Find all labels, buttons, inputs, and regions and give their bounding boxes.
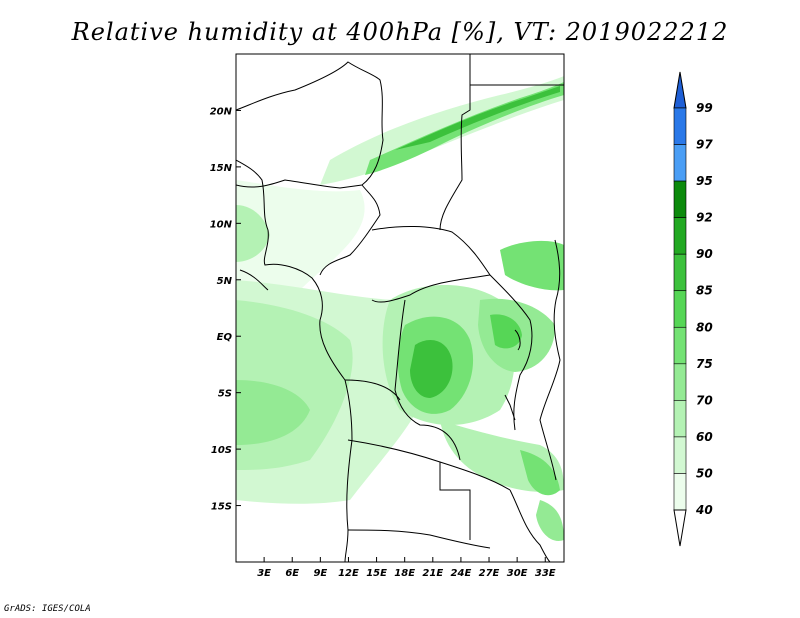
humidity-west-inner [236, 205, 270, 262]
lat-tick-label: 10N [210, 219, 233, 230]
lon-tick-label: 9E [313, 568, 327, 579]
colorbar-segment [673, 217, 687, 255]
humidity-west [236, 180, 365, 299]
lat-tick-label: 5N [217, 276, 233, 287]
lon-tick-label: 21E [422, 568, 443, 579]
colorbar-label: 70 [696, 393, 713, 407]
colorbar-label: 50 [696, 466, 713, 480]
lon-tick-label: 15E [366, 568, 387, 579]
colorbar-bottom-arrow [673, 509, 687, 547]
colorbar-label: 75 [696, 357, 713, 371]
lat-tick-label: EQ [217, 332, 233, 343]
colorbar-label: 40 [695, 503, 713, 517]
longitude-axis: 3E 6E 9E 12E 15E 18E 21E 24E 27E 30E 33E [257, 557, 556, 579]
colorbar-segment [673, 436, 687, 474]
humidity-central-core [410, 340, 453, 398]
grads-credit: GrADS: IGES/COLA [4, 604, 91, 614]
colorbar-segment [673, 180, 687, 218]
lon-tick-label: 27E [479, 568, 500, 579]
lon-tick-label: 12E [338, 568, 359, 579]
colorbar-label: 92 [696, 211, 713, 225]
map-title: Relative humidity at 400hPa [%], VT: 201… [71, 18, 729, 46]
colorbar-label: 99 [696, 101, 713, 115]
colorbar-top-arrow [673, 71, 687, 109]
colorbar-segment [673, 473, 687, 511]
colorbar-segment [673, 400, 687, 438]
colorbar-segment [673, 107, 687, 145]
colorbar-label: 95 [696, 174, 713, 188]
lat-tick-label: 10S [211, 445, 232, 456]
humidity-east-core [490, 314, 522, 349]
lat-tick-label: 15S [211, 502, 232, 513]
coastlines-and-borders [236, 54, 564, 562]
humidity-southeast-inner [520, 450, 560, 496]
colorbar-label: 85 [696, 284, 713, 298]
colorbar: 99 97 95 92 90 85 80 75 70 60 50 40 [673, 71, 713, 547]
lat-tick-label: 15N [210, 163, 233, 174]
colorbar-segment [673, 326, 687, 365]
humidity-field [236, 76, 564, 541]
humidity-far-southeast [536, 500, 564, 541]
humidity-band-north-inner [395, 86, 560, 150]
colorbar-label: 97 [696, 138, 713, 152]
humidity-southwest-core [236, 380, 310, 445]
lon-tick-label: 3E [257, 568, 271, 579]
colorbar-label: 80 [696, 320, 713, 334]
lon-tick-label: 24E [451, 568, 472, 579]
humidity-northeast [500, 240, 564, 291]
lat-tick-label: 5S [218, 389, 232, 400]
colorbar-segment [673, 144, 687, 182]
lon-tick-label: 6E [285, 568, 299, 579]
colorbar-segment [673, 253, 687, 292]
latitude-axis: 20N 15N 10N 5N EQ 5S 10S 15S [210, 106, 241, 513]
lon-tick-label: 30E [507, 568, 528, 579]
map-frame [235, 53, 565, 563]
lon-tick-label: 18E [394, 568, 415, 579]
colorbar-label: 90 [696, 247, 713, 261]
colorbar-segment [673, 290, 687, 328]
colorbar-label: 60 [696, 430, 713, 444]
lat-tick-label: 20N [210, 106, 233, 117]
lon-tick-label: 33E [535, 568, 556, 579]
colorbar-segment [673, 363, 687, 401]
